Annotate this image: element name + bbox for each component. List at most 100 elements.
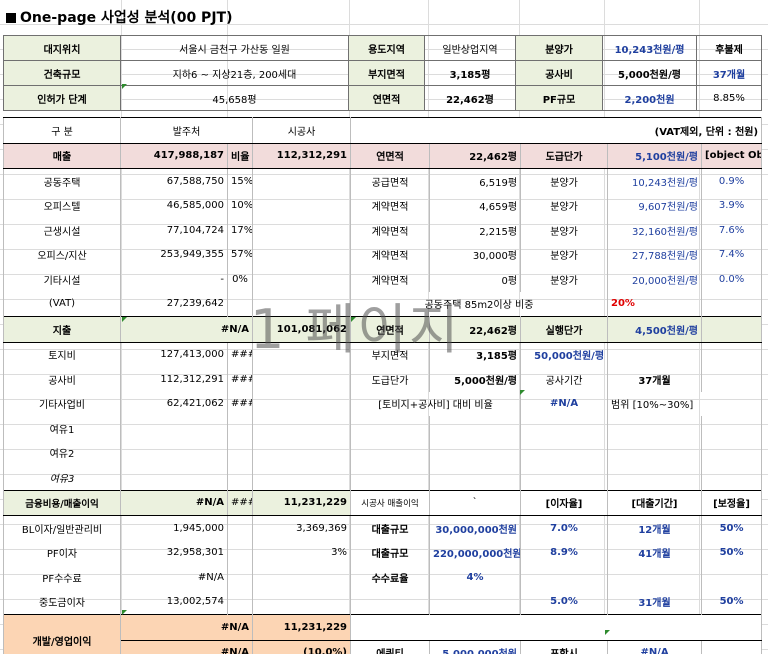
cell[interactable]: 27,788천원/평	[607, 242, 703, 267]
cell[interactable]: 46,585,000	[120, 193, 228, 218]
cell[interactable]: 계약면적	[350, 267, 431, 292]
cell[interactable]: 31개월	[607, 589, 703, 615]
cell[interactable]: 7.4%	[701, 242, 763, 267]
cell[interactable]: 220,000,000천원	[429, 540, 522, 565]
cell[interactable]: 발주처	[119, 117, 254, 144]
cell[interactable]: 127,413,000	[120, 342, 228, 367]
cell[interactable]	[701, 342, 763, 367]
cell[interactable]: 417,988,187	[120, 143, 228, 169]
cell[interactable]: -	[120, 267, 228, 292]
cell[interactable]: 여유3	[3, 465, 121, 490]
cell[interactable]	[701, 291, 763, 317]
cell[interactable]	[226, 465, 254, 490]
cell[interactable]: 2,215평	[429, 218, 522, 243]
cell[interactable]: ###	[226, 391, 254, 416]
cell[interactable]: 대출규모	[350, 515, 431, 541]
cell[interactable]: 개발/영업이익	[3, 614, 121, 654]
cell[interactable]: 도급단가	[350, 367, 431, 392]
cell[interactable]: 11,231,229	[252, 489, 352, 516]
cell[interactable]: 17%	[226, 218, 254, 243]
cell[interactable]: 50%	[701, 589, 763, 615]
cell[interactable]: 부지면적	[350, 342, 431, 367]
cell[interactable]: 여유1	[3, 416, 121, 441]
cell[interactable]: 30,000,000천원	[429, 515, 522, 541]
cell[interactable]	[120, 416, 228, 441]
cell[interactable]	[226, 589, 254, 615]
cell[interactable]: 10,243천원/평	[607, 168, 703, 194]
cell[interactable]	[252, 589, 352, 615]
cell[interactable]: 5,000,000천원	[429, 639, 522, 654]
cell[interactable]: 서울시 금천구 가산동 일원	[120, 35, 349, 61]
cell[interactable]	[350, 416, 431, 441]
cell[interactable]: 계약면적	[350, 242, 431, 267]
cell[interactable]	[520, 416, 609, 441]
cell[interactable]: 32,160천원/평	[607, 218, 703, 243]
cell[interactable]: 연면적	[350, 143, 431, 169]
cell[interactable]: #N/A	[120, 489, 228, 516]
cell[interactable]	[226, 540, 254, 565]
cell[interactable]: 5.0%	[520, 589, 609, 615]
cell[interactable]: 4,659평	[429, 193, 522, 218]
cell[interactable]: (10.0%)	[252, 639, 352, 654]
cell[interactable]: 3%	[252, 540, 352, 565]
cell[interactable]: 77,104,724	[120, 218, 228, 243]
cell[interactable]	[252, 565, 352, 590]
cell[interactable]: 50,000천원/평	[520, 342, 609, 367]
cell[interactable]: (VAT제외, 단위 : 천원)	[350, 117, 763, 144]
cell[interactable]: BL이자/일반관리비	[3, 515, 121, 541]
cell[interactable]: 0.9%	[701, 168, 763, 194]
cell[interactable]: 계약면적	[350, 218, 431, 243]
cell[interactable]: 7.6%	[701, 218, 763, 243]
cell[interactable]	[429, 589, 522, 615]
cell[interactable]	[701, 316, 763, 343]
cell[interactable]	[252, 193, 352, 218]
cell[interactable]: 공동주택	[3, 168, 121, 194]
cell[interactable]	[701, 639, 763, 654]
cell[interactable]: 분양가	[520, 193, 609, 218]
cell[interactable]	[701, 565, 763, 590]
cell[interactable]: 분양가	[520, 242, 609, 267]
cell[interactable]: 부지면적	[348, 60, 425, 86]
cell[interactable]: 15%	[226, 168, 254, 194]
cell[interactable]: 공동주택 85m2이상 비중	[350, 291, 609, 317]
cell[interactable]: 50%	[701, 515, 763, 541]
cell[interactable]: 매출	[3, 143, 121, 169]
cell[interactable]: 7.0%	[520, 515, 609, 541]
cell[interactable]	[520, 565, 609, 590]
cell[interactable]: 11,231,229	[252, 614, 352, 641]
cell[interactable]	[252, 391, 352, 416]
cell[interactable]: 41개월	[607, 540, 703, 565]
cell[interactable]: 시공사	[252, 117, 352, 144]
cell[interactable]	[226, 440, 254, 465]
cell[interactable]	[350, 614, 763, 641]
cell[interactable]: 50%	[701, 540, 763, 565]
cell[interactable]	[607, 565, 703, 590]
cell[interactable]: 10%	[226, 193, 254, 218]
cell[interactable]	[350, 440, 431, 465]
cell[interactable]	[350, 465, 431, 490]
cell[interactable]: 구 분	[3, 117, 121, 144]
cell[interactable]: 0%	[226, 267, 254, 292]
cell[interactable]: 67,588,750	[120, 168, 228, 194]
cell[interactable]: 지출	[3, 316, 121, 343]
cell[interactable]	[226, 416, 254, 441]
cell[interactable]: 기타사업비	[3, 391, 121, 416]
cell[interactable]: #N/A	[119, 639, 254, 654]
cell[interactable]: 토지비	[3, 342, 121, 367]
cell[interactable]	[520, 465, 609, 490]
cell[interactable]: 22,462평	[429, 316, 522, 343]
cell[interactable]	[350, 589, 431, 615]
cell[interactable]	[429, 465, 522, 490]
cell[interactable]: #N/A	[119, 614, 254, 641]
cell[interactable]: 112,312,291	[252, 143, 352, 169]
cell[interactable]	[701, 367, 763, 392]
cell[interactable]: 공사비	[515, 60, 603, 86]
cell[interactable]: PF규모	[515, 85, 603, 111]
cell[interactable]	[607, 416, 703, 441]
cell[interactable]: 공사기간	[520, 367, 609, 392]
cell[interactable]: 분양가	[520, 218, 609, 243]
cell[interactable]: 253,949,355	[120, 242, 228, 267]
cell[interactable]: 후불제	[696, 35, 762, 61]
cell[interactable]	[252, 267, 352, 292]
cell[interactable]	[252, 367, 352, 392]
